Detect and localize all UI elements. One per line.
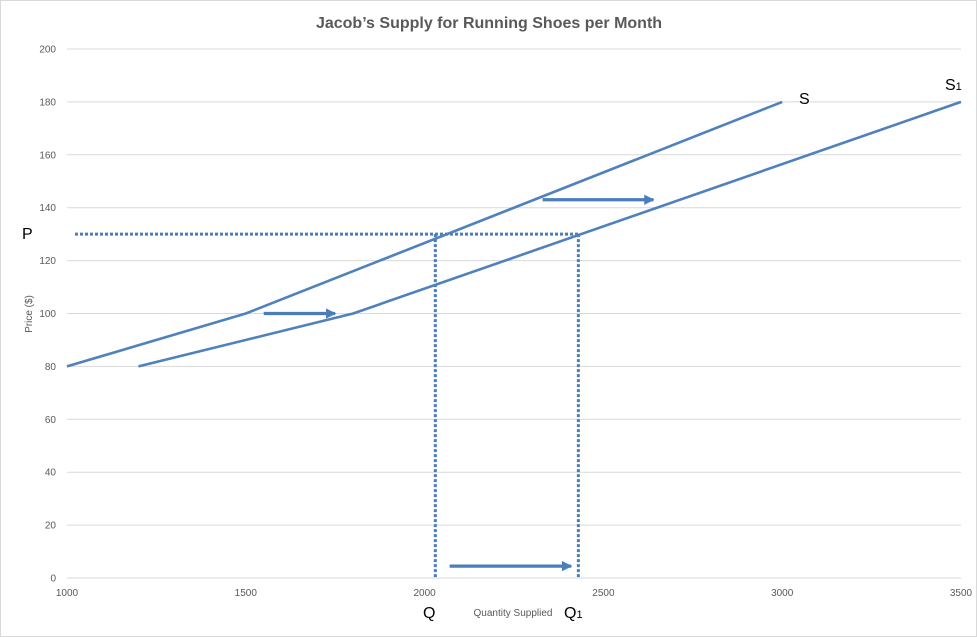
x-tick-label: 2000	[413, 588, 436, 599]
gridlines	[67, 48, 961, 579]
x-tick-label: 1500	[235, 588, 258, 599]
quantity-label-q1-main: Q	[564, 605, 576, 622]
y-tick-label: 100	[39, 309, 56, 320]
y-tick-label: 20	[45, 521, 57, 532]
y-axis-tick-labels: 0 20 40 60 80 100 120 140 160 180 200	[39, 45, 56, 585]
quantity-label-q1: Q1	[564, 605, 583, 622]
reference-lines	[75, 232, 580, 578]
price-label-p: P	[22, 226, 33, 243]
series-lines	[66, 100, 962, 368]
series-line-s1	[138, 100, 962, 368]
x-tick-label: 2500	[592, 588, 615, 599]
y-tick-label: 60	[45, 415, 57, 426]
chart-title: Jacob’s Supply for Running Shoes per Mon…	[316, 15, 662, 32]
y-tick-label: 120	[39, 256, 56, 267]
y-axis-title: Price ($)	[24, 295, 35, 333]
x-axis-tick-labels: 1000 1500 2000 2500 3000 3500	[56, 588, 973, 599]
y-tick-label: 0	[50, 574, 56, 585]
y-tick-label: 140	[39, 203, 56, 214]
y-tick-label: 160	[39, 150, 56, 161]
x-tick-label: 1000	[56, 588, 79, 599]
shift-arrows	[263, 194, 655, 572]
x-tick-label: 3500	[950, 588, 973, 599]
series-label-s1: S1	[945, 77, 962, 94]
series-label-s1-sub: 1	[956, 81, 962, 93]
series-label-s: S	[799, 91, 810, 108]
x-axis-title: Quantity Supplied	[474, 608, 553, 619]
x-tick-label: 3000	[771, 588, 794, 599]
y-tick-label: 200	[39, 45, 56, 56]
y-tick-label: 40	[45, 468, 57, 479]
quantity-label-q: Q	[423, 605, 435, 622]
series-line-s	[66, 100, 783, 368]
series-label-s1-main: S	[945, 77, 956, 94]
y-tick-label: 80	[45, 362, 57, 373]
y-tick-label: 180	[39, 97, 56, 108]
quantity-label-q1-sub: 1	[576, 609, 582, 621]
